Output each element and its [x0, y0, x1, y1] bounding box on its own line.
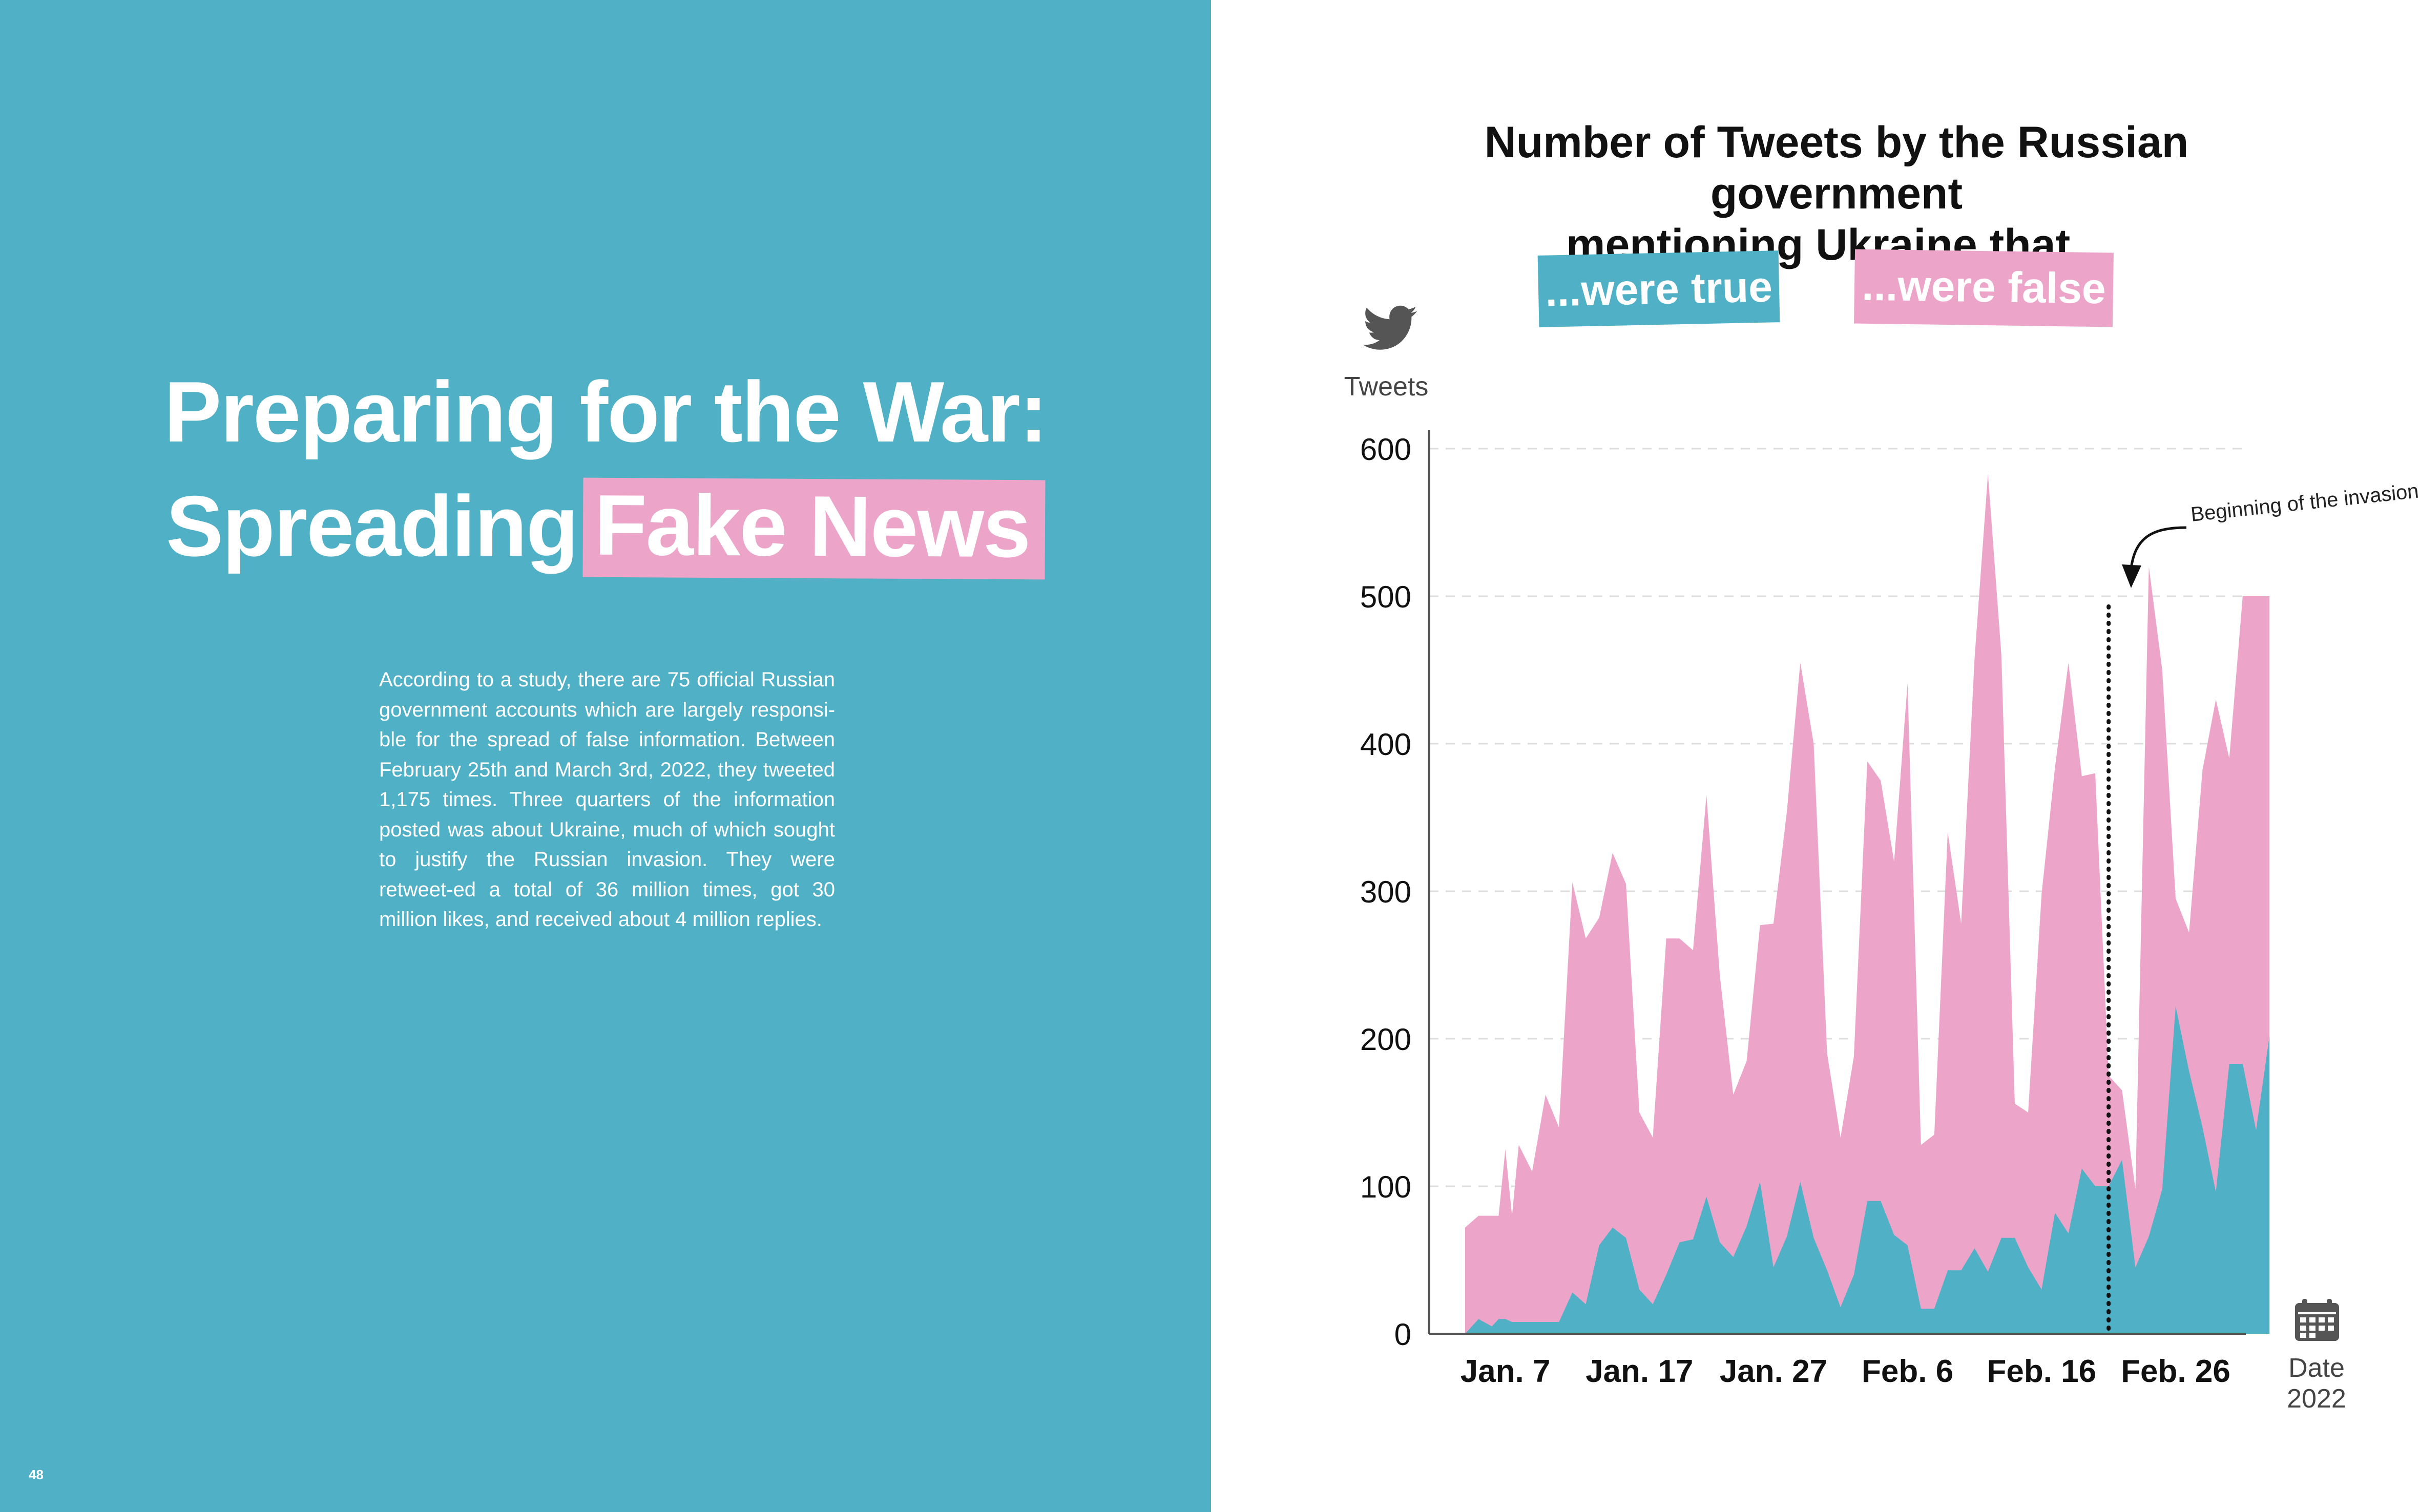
x-tick-label: Feb. 6: [1862, 1354, 1953, 1389]
twitter-bird-icon: [1363, 305, 1417, 350]
y-tick-label: 300: [1360, 875, 1411, 909]
area-series-true: [1465, 1006, 2270, 1334]
y-tick-label: 200: [1360, 1022, 1411, 1057]
annotation-arrowhead: [2122, 564, 2141, 588]
annotation-arrow: [2130, 526, 2187, 569]
x-tick-label: Jan. 27: [1720, 1354, 1827, 1389]
y-tick-label: 400: [1360, 727, 1411, 762]
x-tick-label: Feb. 26: [2121, 1354, 2230, 1389]
annotation-label: Beginning of the invasion: [2189, 479, 2419, 526]
y-axis-label: Tweets: [1344, 372, 1429, 402]
x-tick-label: Jan. 7: [1461, 1354, 1551, 1389]
page-number: 48: [29, 1467, 44, 1482]
gridlines: [1429, 448, 2246, 1187]
y-tick-label: 600: [1360, 432, 1411, 467]
chart-title: Number of Tweets by the Russian governme…: [1414, 117, 2259, 270]
page-title-line2: Spreading Fake News: [0, 477, 1211, 580]
calendar-icon: [2295, 1299, 2339, 1341]
y-tick-labels: 0 100 200 300 400 500 600: [1360, 432, 1411, 1352]
area-series-false: [1465, 474, 2270, 1334]
title-prefix: Spreading: [166, 478, 578, 574]
x-axis-label-line2: 2022: [2287, 1384, 2346, 1414]
x-axis-label-line1: Date: [2288, 1353, 2345, 1383]
y-tick-label: 0: [1394, 1317, 1411, 1352]
y-tick-label: 500: [1360, 580, 1411, 614]
y-tick-label: 100: [1360, 1170, 1411, 1204]
x-tick-labels: Jan. 7 Jan. 17 Jan. 27 Feb. 6 Feb. 16 Feb. 26: [1461, 1354, 2230, 1389]
chart-title-line1: Number of Tweets by the Russian governme…: [1484, 118, 2189, 218]
x-tick-label: Feb. 16: [1987, 1354, 2096, 1389]
page-title-line1: Preparing for the War:: [164, 364, 1048, 460]
body-paragraph: According to a study, there are 75 offic…: [379, 668, 835, 931]
left-panel: Preparing for the War: Spreading Fake New…: [0, 0, 1211, 1512]
x-tick-label: Jan. 17: [1585, 1354, 1693, 1389]
